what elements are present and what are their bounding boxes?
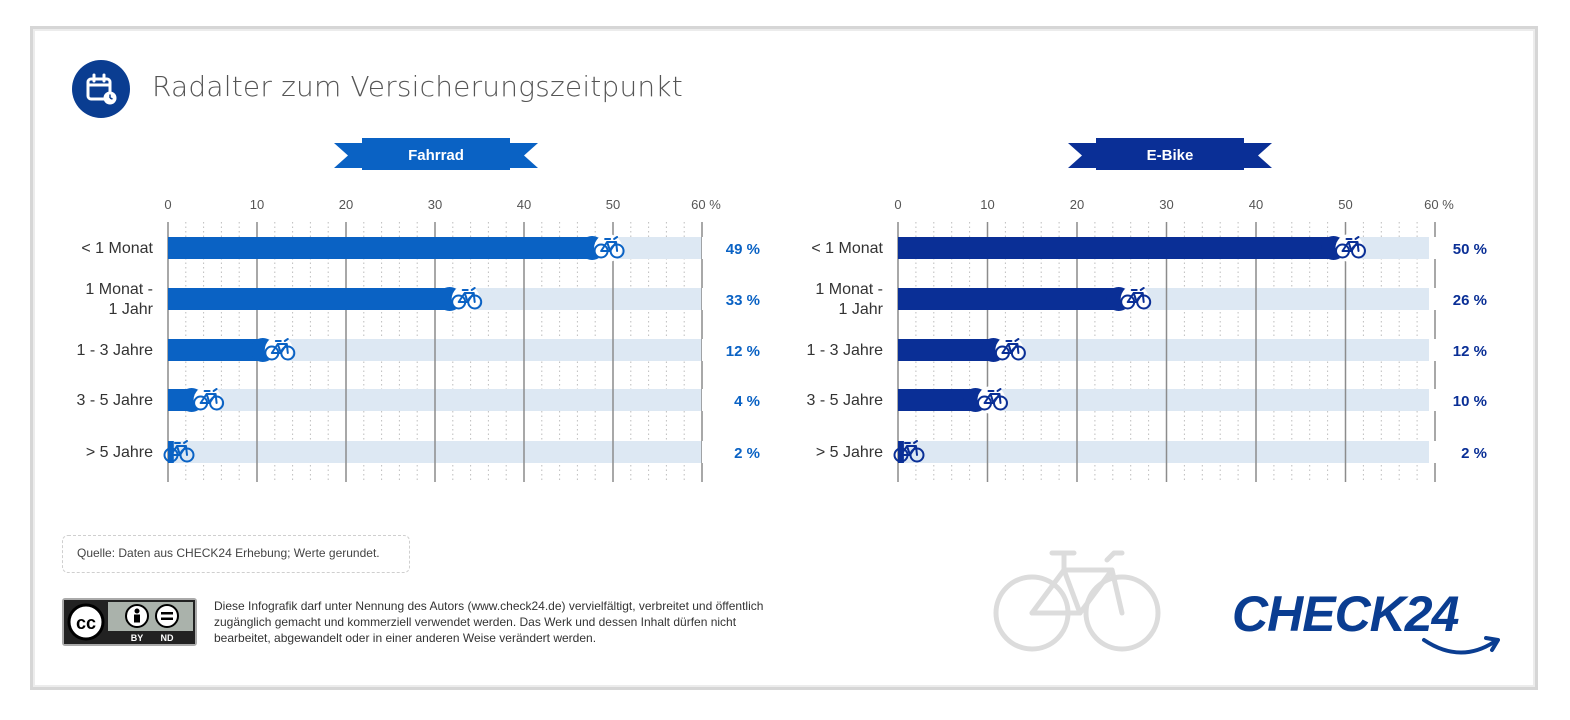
source-note: Quelle: Daten aus CHECK24 Erhebung; Wert… [62, 535, 410, 573]
charts-canvas: Fahrrad 0 10 20 30 40 50 60 % < 1 Monat 49 % 1 Mon… [76, 138, 1491, 482]
fahrrad-tick-label: 30 [428, 197, 442, 212]
ebike-bar-0 [898, 237, 1334, 259]
ebike-tick-label: 50 [1338, 197, 1352, 212]
fahrrad-value-bg-4 [702, 441, 764, 463]
fahrrad-bar-4 [168, 441, 174, 463]
fahrrad-bar-2 [168, 339, 263, 361]
fahrrad-value-label: 2 % [734, 445, 760, 462]
fahrrad-category-label: 3 - 5 Jahre [77, 392, 154, 409]
fahrrad-title-ribbon: Fahrrad [334, 138, 538, 170]
ebike-title-ribbon: E-Bike [1068, 138, 1272, 170]
fahrrad-bar-1 [168, 288, 450, 310]
ebike-bar-3 [898, 389, 976, 411]
page-title: Radalter zum Versicherungszeitpunkt [152, 70, 683, 103]
fahrrad-bike-marker-2 [264, 338, 296, 361]
fahrrad-bike-marker-1 [451, 287, 483, 310]
fahrrad-value-label: 12 % [726, 343, 760, 360]
check24-logo: CHECK24 [1232, 586, 1459, 642]
ebike-value-bg-3 [1429, 389, 1491, 411]
ebike-chart-title: E-Bike [1147, 147, 1194, 164]
ebike-bike-marker-0 [1335, 236, 1366, 259]
ebike-bike-marker-1 [1120, 287, 1152, 310]
ebike-bike-marker-2 [994, 338, 1026, 361]
ebike-value-bg-4 [1429, 441, 1491, 463]
fahrrad-tick-label: 20 [339, 197, 353, 212]
ebike-tick-label: 0 [894, 197, 901, 212]
ebike-category-label: 3 - 5 Jahre [807, 392, 884, 409]
fahrrad-tick-label: 40 [517, 197, 531, 212]
cc-license-badge: cc BY ND [62, 598, 197, 646]
ebike-bike-marker-4 [893, 440, 925, 463]
ebike-tick-label: 10 [980, 197, 994, 212]
calendar-clock-icon [72, 60, 130, 118]
cc-badge-nd: ND [161, 633, 174, 643]
ebike-value-label: 26 % [1453, 292, 1487, 309]
ebike-value-label: 10 % [1453, 393, 1487, 410]
ebike-category-label: < 1 Monat [811, 240, 883, 257]
decorative-bike-icon [993, 550, 1161, 652]
fahrrad-bike-marker-0 [593, 236, 625, 259]
ebike-category-label: 1 - 3 Jahre [807, 342, 884, 359]
cc-badge-cc: cc [76, 613, 96, 633]
ebike-value-bg-1 [1429, 288, 1491, 310]
fahrrad-tick-label: 10 [250, 197, 264, 212]
fahrrad-category-label: > 5 Jahre [86, 444, 153, 461]
cc-badge-by: BY [131, 633, 144, 643]
fahrrad-value-bg-0 [702, 237, 764, 259]
ebike-category-label: 1 Jahr [839, 301, 884, 318]
fahrrad-value-bg-2 [702, 339, 764, 361]
source-text: Quelle: Daten aus CHECK24 Erhebung; Wert… [77, 546, 380, 560]
ebike-bar-1 [898, 288, 1119, 310]
fahrrad-category-label: 1 - 3 Jahre [77, 342, 154, 359]
ebike-tick-label: 40 [1249, 197, 1263, 212]
fahrrad-bike-marker-4 [163, 440, 195, 463]
ebike-tick-label: 20 [1070, 197, 1084, 212]
fahrrad-category-label: 1 Jahr [109, 301, 154, 318]
ebike-tick-label: 30 [1159, 197, 1173, 212]
ebike-bike-marker-3 [977, 388, 1008, 411]
logo-swoosh-icon [1422, 636, 1500, 655]
fahrrad-tick-label: 0 [164, 197, 171, 212]
fahrrad-bike-marker-3 [193, 388, 225, 411]
fahrrad-value-bg-3 [702, 389, 764, 411]
ebike-category-label: > 5 Jahre [816, 444, 883, 461]
fahrrad-category-label: < 1 Monat [81, 240, 153, 257]
ebike-value-bg-0 [1429, 237, 1491, 259]
ebike-value-bg-2 [1429, 339, 1491, 361]
fahrrad-category-label: 1 Monat - [85, 281, 153, 298]
fahrrad-bar-0 [168, 237, 593, 259]
fahrrad-value-label: 49 % [726, 241, 760, 258]
ebike-bar-2 [898, 339, 994, 361]
fahrrad-value-bg-1 [702, 288, 764, 310]
ebike-value-label: 50 % [1453, 241, 1487, 258]
ebike-bar-4 [898, 441, 904, 463]
fahrrad-tick-label: 60 % [691, 197, 721, 212]
license-text: Diese Infografik darf unter Nennung des … [214, 599, 764, 645]
ebike-tick-label: 60 % [1424, 197, 1454, 212]
ebike-category-label: 1 Monat - [815, 281, 883, 298]
fahrrad-value-label: 4 % [734, 393, 760, 410]
fahrrad-value-label: 33 % [726, 292, 760, 309]
fahrrad-chart-title: Fahrrad [408, 147, 464, 164]
ebike-value-label: 2 % [1461, 445, 1487, 462]
ebike-value-label: 12 % [1453, 343, 1487, 360]
fahrrad-tick-label: 50 [606, 197, 620, 212]
